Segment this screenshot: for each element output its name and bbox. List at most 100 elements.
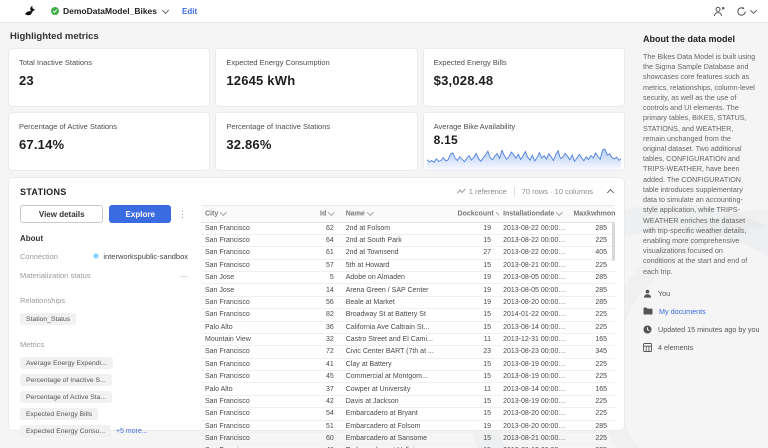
column-header-dockcount[interactable]: Dockcount [453, 205, 500, 223]
metric-chip[interactable]: Percentage of Active Sta... [20, 391, 113, 403]
more-options-button[interactable]: ⋮ [178, 208, 187, 219]
table-row[interactable]: San Francisco 54 Embarcadero at Bryant 1… [201, 407, 615, 421]
metric-chip[interactable]: Percentage of Inactive S... [20, 374, 112, 386]
table-row[interactable]: San Francisco 51 Embarcadero at Folsom 1… [201, 420, 615, 433]
sort-chevron-icon [495, 209, 500, 216]
metric-card-pct-active: Percentage of Active Stations 67.14% [9, 113, 210, 170]
table-row[interactable]: San Francisco 62 2nd at Folsom 19 2013-0… [201, 222, 615, 235]
cell-id: 48 [312, 444, 342, 448]
table-row[interactable]: San Jose 14 Arena Green / SAP Center 19 … [201, 283, 615, 297]
cell-city: San Francisco [201, 296, 313, 310]
availability-sparkline [426, 148, 621, 170]
cell-installationdate: 2013-08-23 00:00:00 [499, 345, 570, 359]
cell-installationdate: 2013-08-14 00:00:00 [499, 382, 570, 396]
table-scrollbar[interactable] [612, 223, 615, 261]
cell-name: 2nd at Folsom [341, 222, 454, 235]
cell-name: 2nd at South Park [341, 234, 454, 248]
cell-id: 14 [312, 283, 342, 297]
table-row[interactable]: San Francisco 64 2nd at South Park 15 20… [201, 234, 615, 248]
metric-label: Total Inactive Stations [19, 58, 92, 67]
cell-id: 36 [312, 321, 342, 334]
refresh-button[interactable] [736, 6, 758, 17]
cell-id: 37 [312, 382, 342, 396]
edit-button[interactable]: Edit [182, 6, 198, 16]
cell-city: San Francisco [201, 308, 313, 322]
refresh-options-chevron-icon [749, 6, 758, 15]
cell-name: Commercial at Montgom... [341, 370, 454, 384]
metric-chip[interactable]: Average Energy Expendi... [20, 357, 113, 369]
table-row[interactable]: San Francisco 48 Embarcadero at Vallejo … [201, 444, 615, 448]
cell-city: San Francisco [201, 246, 313, 260]
snowflake-icon: ❄ [92, 251, 100, 261]
cell-maxkwhmonth: 405 [569, 246, 615, 260]
cell-id: 56 [312, 296, 342, 310]
cell-installationdate: 2013-08-20 00:00:00 [499, 296, 570, 310]
table-row[interactable]: San Francisco 45 Commercial at Montgom..… [201, 370, 615, 384]
table-row[interactable]: San Francisco 82 Broadway St at Battery … [201, 308, 615, 322]
collapse-panel-button[interactable] [604, 185, 615, 198]
cell-dockcount: 19 [453, 296, 500, 310]
cell-name: Castro Street and El Cami... [341, 333, 454, 347]
cell-maxkwhmonth: 225 [569, 432, 615, 446]
cell-name: 5th at Howard [341, 259, 454, 273]
document-title: DemoDataModel_Bikes [63, 6, 158, 16]
table-row[interactable]: San Francisco 72 Civic Center BART (7th … [201, 345, 615, 359]
share-user-button[interactable] [713, 6, 725, 17]
cell-id: 64 [312, 234, 342, 248]
cell-dockcount: 15 [453, 432, 500, 446]
cell-city: San Francisco [201, 234, 313, 248]
location-label[interactable]: My documents [659, 306, 706, 316]
cell-maxkwhmonth: 345 [569, 345, 615, 359]
metric-chip[interactable]: Expected Energy Consu... [20, 425, 111, 437]
table-row[interactable]: San Francisco 60 Embarcadero at Sansome … [201, 432, 615, 446]
relationship-chip[interactable]: Station_Status [20, 313, 77, 325]
line-chart-icon [456, 188, 466, 194]
main-area: Highlighted metrics Total Inactive Stati… [0, 23, 631, 448]
cell-dockcount: 11 [453, 382, 500, 396]
table-row[interactable]: San Francisco 56 Beale at Market 19 2013… [201, 296, 615, 310]
table-row[interactable]: San Francisco 41 Clay at Battery 15 2013… [201, 358, 615, 372]
explore-button[interactable]: Explore [109, 205, 171, 223]
table-row[interactable]: San Francisco 61 2nd at Townsend 27 2013… [201, 246, 615, 260]
cell-city: Palo Alto [201, 321, 313, 334]
table-row[interactable]: Palo Alto 37 Cowper at University 11 201… [201, 382, 615, 396]
table-row[interactable]: San Francisco 42 Davis at Jackson 15 201… [201, 395, 615, 409]
column-header-maxkwhmonth[interactable]: Maxkwhmonth [569, 205, 615, 223]
cell-dockcount: 15 [453, 407, 500, 421]
document-title-dropdown[interactable]: DemoDataModel_Bikes [51, 6, 170, 16]
cell-name: 2nd at Townsend [341, 246, 454, 260]
table-row[interactable]: San Francisco 57 5th at Howard 15 2013-0… [201, 259, 615, 273]
cell-maxkwhmonth: 285 [569, 271, 615, 285]
cell-city: San Francisco [201, 395, 313, 409]
cell-name: Embarcadero at Folsom [341, 420, 454, 433]
table-row[interactable]: Mountain View 32 Castro Street and El Ca… [201, 333, 615, 347]
column-header-installationdate[interactable]: Installationdate [499, 205, 570, 223]
cell-dockcount: 27 [453, 246, 500, 260]
cell-dockcount: 23 [453, 345, 500, 359]
column-header-id[interactable]: Id [312, 205, 342, 223]
stations-panel: STATIONS 1 reference 70 rows · 10 column… [9, 178, 624, 448]
table-row[interactable]: San Jose 5 Adobe on Almaden 19 2013-08-0… [201, 271, 615, 285]
metric-chip[interactable]: Expected Energy Bills [20, 408, 99, 420]
stations-header: STATIONS 1 reference 70 rows · 10 column… [20, 185, 615, 198]
chevron-down-icon [161, 6, 170, 15]
metric-label: Expected Energy Bills [433, 58, 507, 67]
view-details-button[interactable]: View details [20, 205, 104, 223]
cell-name: Adobe on Almaden [341, 271, 454, 285]
metric-value: 32.86% [226, 137, 272, 152]
cell-name: Embarcadero at Bryant [341, 407, 454, 421]
document-info-list: You My documents Updated 15 minutes ago … [643, 289, 760, 352]
stations-title: STATIONS [20, 186, 67, 197]
cell-city: San Francisco [201, 407, 313, 421]
table-row[interactable]: Palo Alto 36 California Ave Caltrain St.… [201, 321, 615, 334]
cell-maxkwhmonth: 285 [569, 222, 615, 235]
clock-icon [643, 325, 652, 334]
sigma-logo-icon [24, 5, 37, 17]
column-header-city[interactable]: City [201, 205, 313, 223]
cell-id: 5 [312, 271, 342, 285]
column-header-name[interactable]: Name [341, 205, 454, 223]
grid-icon [643, 342, 652, 352]
more-metrics-link[interactable]: +5 more... [115, 427, 148, 435]
metric-value: 23 [19, 73, 34, 88]
location-item[interactable]: My documents [643, 307, 756, 316]
